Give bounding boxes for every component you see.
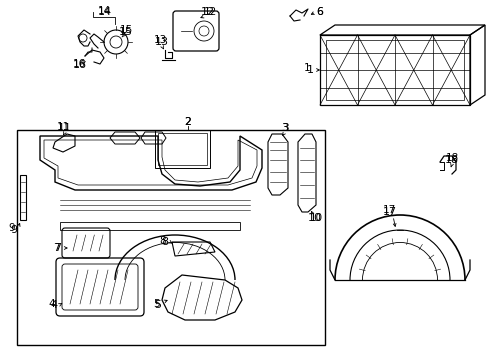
Bar: [155, 130, 209, 168]
Text: 12: 12: [203, 7, 216, 17]
Bar: [158, 133, 206, 165]
Text: 12: 12: [201, 7, 215, 17]
Text: 3: 3: [281, 123, 288, 133]
Text: 1: 1: [303, 63, 310, 73]
Text: 15: 15: [119, 27, 133, 37]
Text: 17: 17: [382, 205, 395, 215]
Text: 1: 1: [306, 65, 313, 75]
Text: 9: 9: [9, 223, 15, 233]
Text: 3: 3: [281, 123, 288, 133]
Text: 16: 16: [72, 59, 85, 69]
Text: 13: 13: [155, 37, 169, 47]
Text: 16: 16: [73, 60, 87, 70]
Text: 10: 10: [309, 213, 322, 223]
Text: 13: 13: [153, 35, 166, 45]
Text: 7: 7: [54, 243, 61, 253]
Text: 2: 2: [184, 117, 191, 127]
Text: 14: 14: [98, 7, 112, 17]
Text: 5: 5: [154, 300, 161, 310]
Text: 18: 18: [445, 153, 458, 163]
Text: 17: 17: [382, 207, 396, 217]
Text: 4: 4: [49, 299, 55, 309]
Text: 9: 9: [10, 225, 18, 235]
Text: 11: 11: [58, 123, 72, 133]
Text: 14: 14: [97, 6, 110, 16]
Text: 10: 10: [307, 213, 321, 223]
Bar: [17, 130, 325, 345]
Text: 5: 5: [152, 299, 159, 309]
Text: 2: 2: [184, 117, 191, 127]
Text: 4: 4: [50, 300, 58, 310]
Text: 11: 11: [56, 122, 69, 132]
Text: 6: 6: [316, 7, 323, 17]
Text: 8: 8: [160, 236, 166, 246]
Text: 15: 15: [119, 25, 132, 35]
Text: 6: 6: [316, 7, 323, 17]
Text: 8: 8: [161, 237, 168, 247]
Text: 7: 7: [53, 243, 59, 253]
Text: 18: 18: [444, 155, 458, 165]
